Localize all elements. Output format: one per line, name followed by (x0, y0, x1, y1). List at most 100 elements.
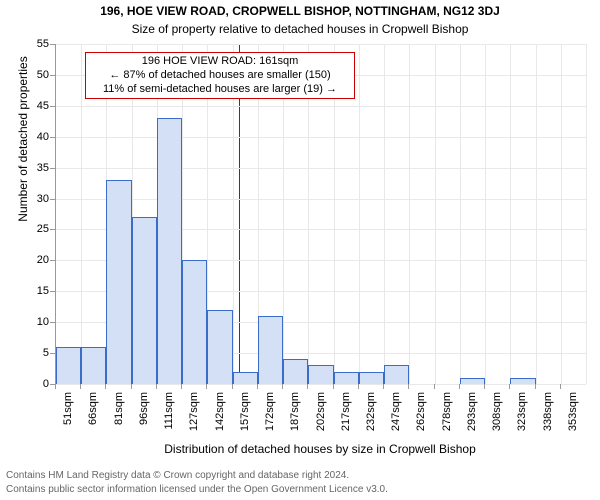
ytick-mark (50, 260, 55, 261)
gridline-v (359, 44, 360, 384)
ytick-label: 10 (21, 316, 49, 328)
xtick-mark (181, 384, 182, 389)
xtick-label: 353sqm (567, 392, 579, 431)
xtick-mark (383, 384, 384, 389)
bar (233, 372, 258, 384)
chart-title: 196, HOE VIEW ROAD, CROPWELL BISHOP, NOT… (0, 4, 600, 18)
bar (258, 316, 283, 384)
gridline-v (561, 44, 562, 384)
bar (207, 310, 232, 384)
xtick-label: 66sqm (87, 392, 99, 425)
gridline-v (435, 44, 436, 384)
xtick-label: 51sqm (62, 392, 74, 425)
xtick-mark (55, 384, 56, 389)
bar (182, 260, 207, 384)
gridline-h (56, 44, 586, 45)
xtick-mark (358, 384, 359, 389)
annotation-line-1: 196 HOE VIEW ROAD: 161sqm (90, 55, 350, 69)
xtick-mark (156, 384, 157, 389)
xtick-mark (80, 384, 81, 389)
ytick-label: 20 (21, 254, 49, 266)
footer-line-1: Contains HM Land Registry data © Crown c… (6, 470, 349, 483)
ytick-label: 15 (21, 285, 49, 297)
bar (106, 180, 131, 384)
bar (359, 372, 384, 384)
ytick-label: 0 (21, 378, 49, 390)
ytick-mark (50, 291, 55, 292)
gridline-h (56, 384, 586, 385)
xtick-label: 338sqm (542, 392, 554, 431)
xtick-mark (560, 384, 561, 389)
gridline-h (56, 168, 586, 169)
xtick-mark (484, 384, 485, 389)
xtick-label: 293sqm (466, 392, 478, 431)
chart-subtitle: Size of property relative to detached ho… (0, 22, 600, 36)
annotation-line-2: ← 87% of detached houses are smaller (15… (90, 69, 350, 83)
xtick-label: 172sqm (264, 392, 276, 431)
bar (510, 378, 535, 384)
bar (384, 365, 409, 384)
bar (81, 347, 106, 384)
bar (56, 347, 81, 384)
bar (308, 365, 333, 384)
ytick-label: 55 (21, 38, 49, 50)
gridline-v (485, 44, 486, 384)
xtick-mark (459, 384, 460, 389)
xtick-mark (535, 384, 536, 389)
xtick-label: 127sqm (188, 392, 200, 431)
xtick-label: 81sqm (113, 392, 125, 425)
chart-container: { "title": "196, HOE VIEW ROAD, CROPWELL… (0, 0, 600, 500)
ytick-mark (50, 137, 55, 138)
xtick-label: 96sqm (138, 392, 150, 425)
xtick-mark (282, 384, 283, 389)
ytick-mark (50, 44, 55, 45)
xtick-label: 323sqm (516, 392, 528, 431)
xtick-label: 262sqm (415, 392, 427, 431)
bar (460, 378, 485, 384)
ytick-mark (50, 75, 55, 76)
ytick-mark (50, 229, 55, 230)
xtick-mark (206, 384, 207, 389)
xtick-mark (434, 384, 435, 389)
xtick-mark (105, 384, 106, 389)
ytick-mark (50, 168, 55, 169)
xtick-label: 247sqm (390, 392, 402, 431)
bar (157, 118, 182, 384)
xtick-label: 111sqm (163, 392, 175, 430)
xtick-label: 232sqm (365, 392, 377, 431)
x-axis-label: Distribution of detached houses by size … (55, 442, 585, 456)
annotation-line-3: 11% of semi-detached houses are larger (… (90, 83, 350, 97)
xtick-mark (131, 384, 132, 389)
gridline-v (586, 44, 587, 384)
xtick-label: 142sqm (214, 392, 226, 431)
gridline-h (56, 137, 586, 138)
ytick-label: 45 (21, 100, 49, 112)
xtick-mark (509, 384, 510, 389)
xtick-label: 202sqm (315, 392, 327, 431)
ytick-label: 35 (21, 162, 49, 174)
gridline-v (409, 44, 410, 384)
gridline-h (56, 199, 586, 200)
gridline-v (536, 44, 537, 384)
gridline-h (56, 106, 586, 107)
bar (132, 217, 157, 384)
ytick-label: 5 (21, 347, 49, 359)
xtick-label: 308sqm (491, 392, 503, 431)
xtick-mark (333, 384, 334, 389)
footer-line-2: Contains public sector information licen… (6, 484, 388, 497)
xtick-label: 217sqm (340, 392, 352, 431)
bar (283, 359, 308, 384)
ytick-label: 25 (21, 223, 49, 235)
ytick-mark (50, 322, 55, 323)
xtick-mark (257, 384, 258, 389)
gridline-v (460, 44, 461, 384)
xtick-label: 278sqm (441, 392, 453, 431)
xtick-mark (307, 384, 308, 389)
ytick-label: 40 (21, 131, 49, 143)
xtick-mark (408, 384, 409, 389)
gridline-v (384, 44, 385, 384)
xtick-label: 157sqm (239, 392, 251, 431)
annotation-box: 196 HOE VIEW ROAD: 161sqm ← 87% of detac… (85, 52, 355, 99)
ytick-label: 50 (21, 69, 49, 81)
xtick-label: 187sqm (289, 392, 301, 431)
